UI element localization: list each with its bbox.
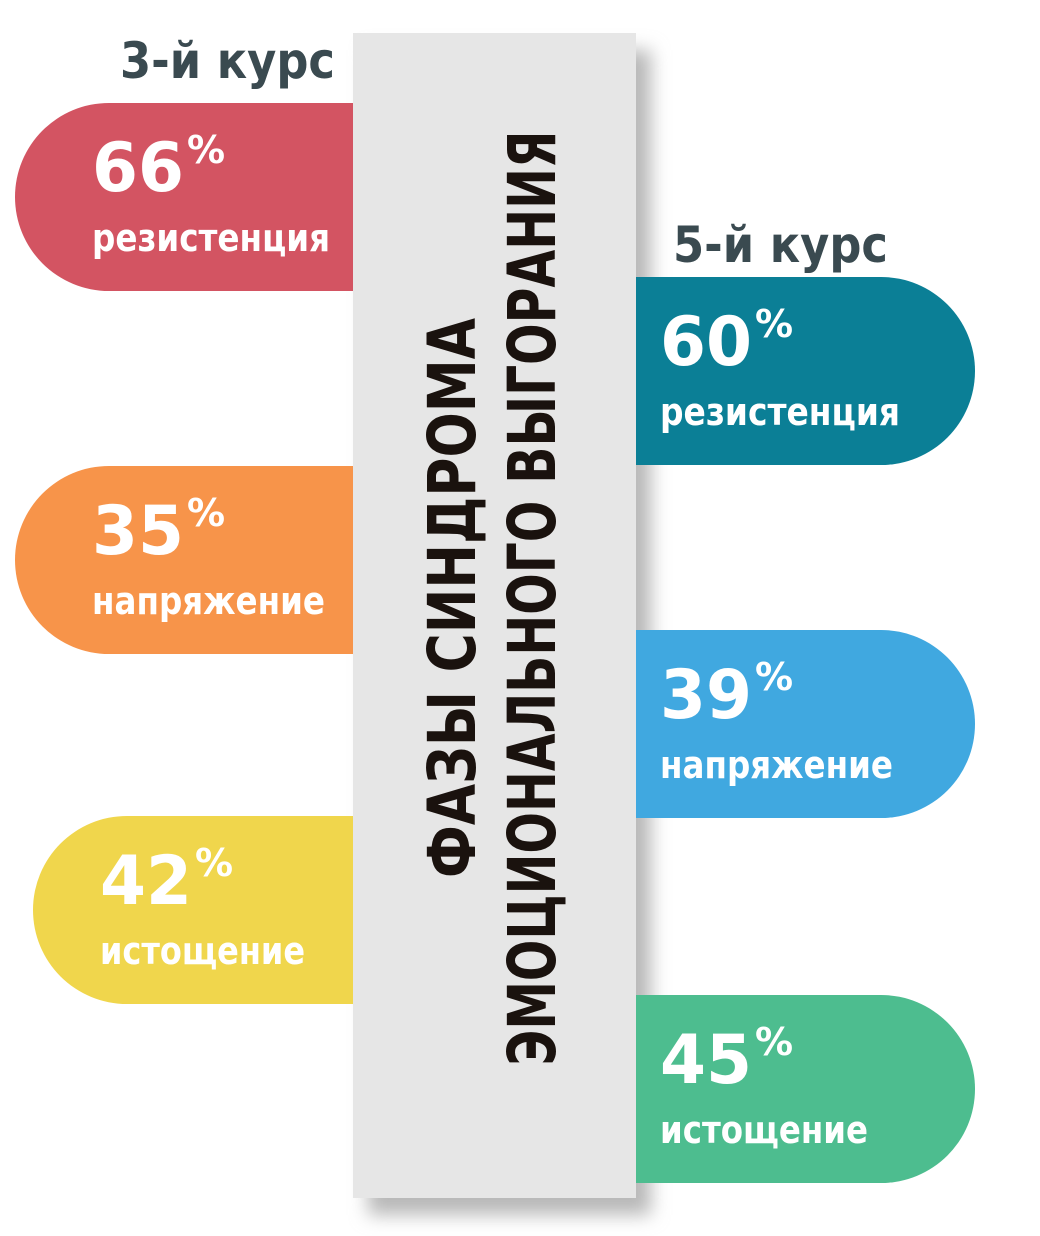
title-column	[353, 33, 636, 1198]
group-heading: 5-й курс	[673, 216, 888, 274]
percent-unit: %	[195, 841, 233, 885]
title-line: ФАЗЫ СИНДРОМА	[414, 318, 491, 878]
title-line: ЭМОЦИОНАЛЬНОГО ВЫГОРАНИЯ	[494, 131, 571, 1066]
pill	[636, 630, 975, 818]
percent: 35%	[92, 491, 225, 571]
percent-value: 45	[660, 1021, 752, 1100]
percent-value: 42	[100, 842, 192, 921]
pill	[15, 466, 353, 654]
phase-label: напряжение	[92, 579, 325, 623]
phase-label: резистенция	[660, 390, 900, 434]
phase-label: напряжение	[660, 743, 893, 787]
content: 3-й курс 66% резистенция 35% напряжение 42% ис…	[15, 32, 975, 1183]
pill	[33, 816, 353, 1004]
percent: 60%	[660, 302, 793, 382]
percent: 66%	[92, 128, 225, 208]
percent: 42%	[100, 841, 233, 921]
phase-label: резистенция	[92, 216, 330, 260]
percent-unit: %	[187, 491, 225, 535]
percent-value: 39	[660, 656, 752, 735]
percent-unit: %	[755, 302, 793, 346]
percent-value: 35	[92, 492, 184, 571]
pill	[636, 995, 975, 1183]
percent-unit: %	[755, 655, 793, 699]
pill	[636, 277, 975, 465]
pill	[15, 103, 353, 291]
percent-unit: %	[187, 128, 225, 172]
percent-value: 66	[92, 129, 184, 208]
percent: 45%	[660, 1020, 793, 1100]
percent-value: 60	[660, 303, 752, 382]
group-heading: 3-й курс	[120, 32, 335, 90]
percent-unit: %	[755, 1020, 793, 1064]
phase-label: истощение	[660, 1108, 868, 1152]
percent: 39%	[660, 655, 793, 735]
phase-label: истощение	[100, 929, 305, 973]
title: ФАЗЫ СИНДРОМА ЭМОЦИОНАЛЬНОГО ВЫГОРАНИЯ	[414, 131, 571, 1066]
